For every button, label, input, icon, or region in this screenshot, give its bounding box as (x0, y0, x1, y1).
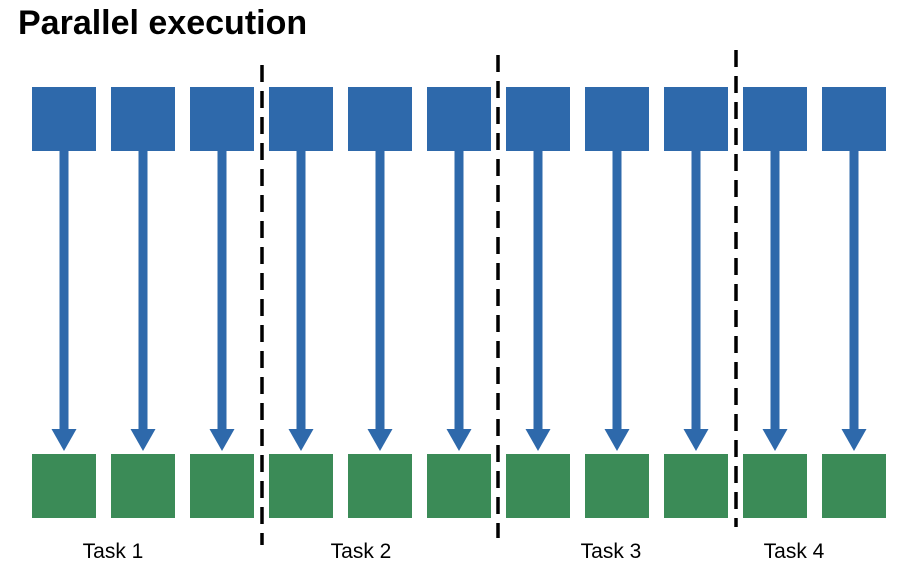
arrows-layer (51, 151, 867, 451)
input-block (111, 87, 175, 151)
task-label: Task 3 (580, 540, 642, 563)
arrow-head (130, 429, 156, 451)
arrow-shaft (612, 151, 622, 430)
arrow-head (762, 429, 788, 451)
arrow-shaft (375, 151, 385, 430)
diagram-title: Parallel execution (18, 4, 308, 42)
input-block (348, 87, 412, 151)
blocks-layer (32, 87, 886, 518)
arrow-head (51, 429, 77, 451)
output-block (743, 454, 807, 518)
output-block (190, 454, 254, 518)
task-label: Task 1 (82, 540, 144, 563)
task-label: Task 2 (330, 540, 392, 563)
input-block (585, 87, 649, 151)
output-block (348, 454, 412, 518)
output-block (822, 454, 886, 518)
arrow-shaft (59, 151, 69, 430)
input-block (664, 87, 728, 151)
arrow-head (288, 429, 314, 451)
arrow-head (525, 429, 551, 451)
arrow-head (209, 429, 235, 451)
arrow-shaft (770, 151, 780, 430)
arrow-head (683, 429, 709, 451)
output-block (32, 454, 96, 518)
input-block (427, 87, 491, 151)
output-block (111, 454, 175, 518)
task-label: Task 4 (763, 540, 825, 563)
output-block (427, 454, 491, 518)
arrow-shaft (691, 151, 701, 430)
output-block (269, 454, 333, 518)
input-block (269, 87, 333, 151)
input-block (190, 87, 254, 151)
arrow-shaft (296, 151, 306, 430)
output-block (585, 454, 649, 518)
input-block (32, 87, 96, 151)
output-block (664, 454, 728, 518)
arrow-head (841, 429, 867, 451)
arrow-head (446, 429, 472, 451)
dividers-layer (260, 50, 738, 545)
arrow-head (604, 429, 630, 451)
arrow-head (367, 429, 393, 451)
arrow-shaft (138, 151, 148, 430)
arrow-shaft (533, 151, 543, 430)
input-block (822, 87, 886, 151)
output-block (506, 454, 570, 518)
arrow-shaft (454, 151, 464, 430)
input-block (743, 87, 807, 151)
input-block (506, 87, 570, 151)
arrow-shaft (217, 151, 227, 430)
arrow-shaft (849, 151, 859, 430)
